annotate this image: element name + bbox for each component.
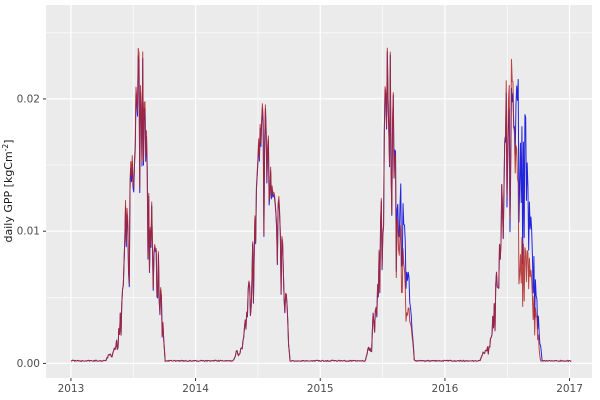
x-tick-label: 2013 xyxy=(58,383,85,395)
y-tick-label: 0.00 xyxy=(17,358,40,370)
y-tick-label: 0.01 xyxy=(17,226,40,238)
grid-major-lines xyxy=(46,5,592,378)
y-axis-tick-labels: 0.00 0.01 0.02 xyxy=(17,93,40,370)
y-axis-title: daily GPP [kgCm-2] xyxy=(1,140,15,243)
y-tick-label: 0.02 xyxy=(17,93,40,105)
series-red-line xyxy=(70,47,572,362)
grid-minor-lines xyxy=(46,5,592,378)
data-series-lines xyxy=(70,47,572,362)
x-axis-tick-labels: 2013 2014 2015 2016 2017 xyxy=(58,383,583,395)
axis-tick-marks xyxy=(43,98,571,381)
y-axis-title-superscript: -2 xyxy=(1,144,10,152)
x-tick-label: 2016 xyxy=(432,383,459,395)
x-tick-label: 2017 xyxy=(556,383,583,395)
plot-panel-background xyxy=(46,5,592,378)
x-tick-label: 2014 xyxy=(182,383,209,395)
x-tick-label: 2015 xyxy=(307,383,334,395)
y-axis-title-text: daily GPP [kgCm xyxy=(2,151,15,242)
y-axis-title-suffix: ] xyxy=(2,140,15,144)
